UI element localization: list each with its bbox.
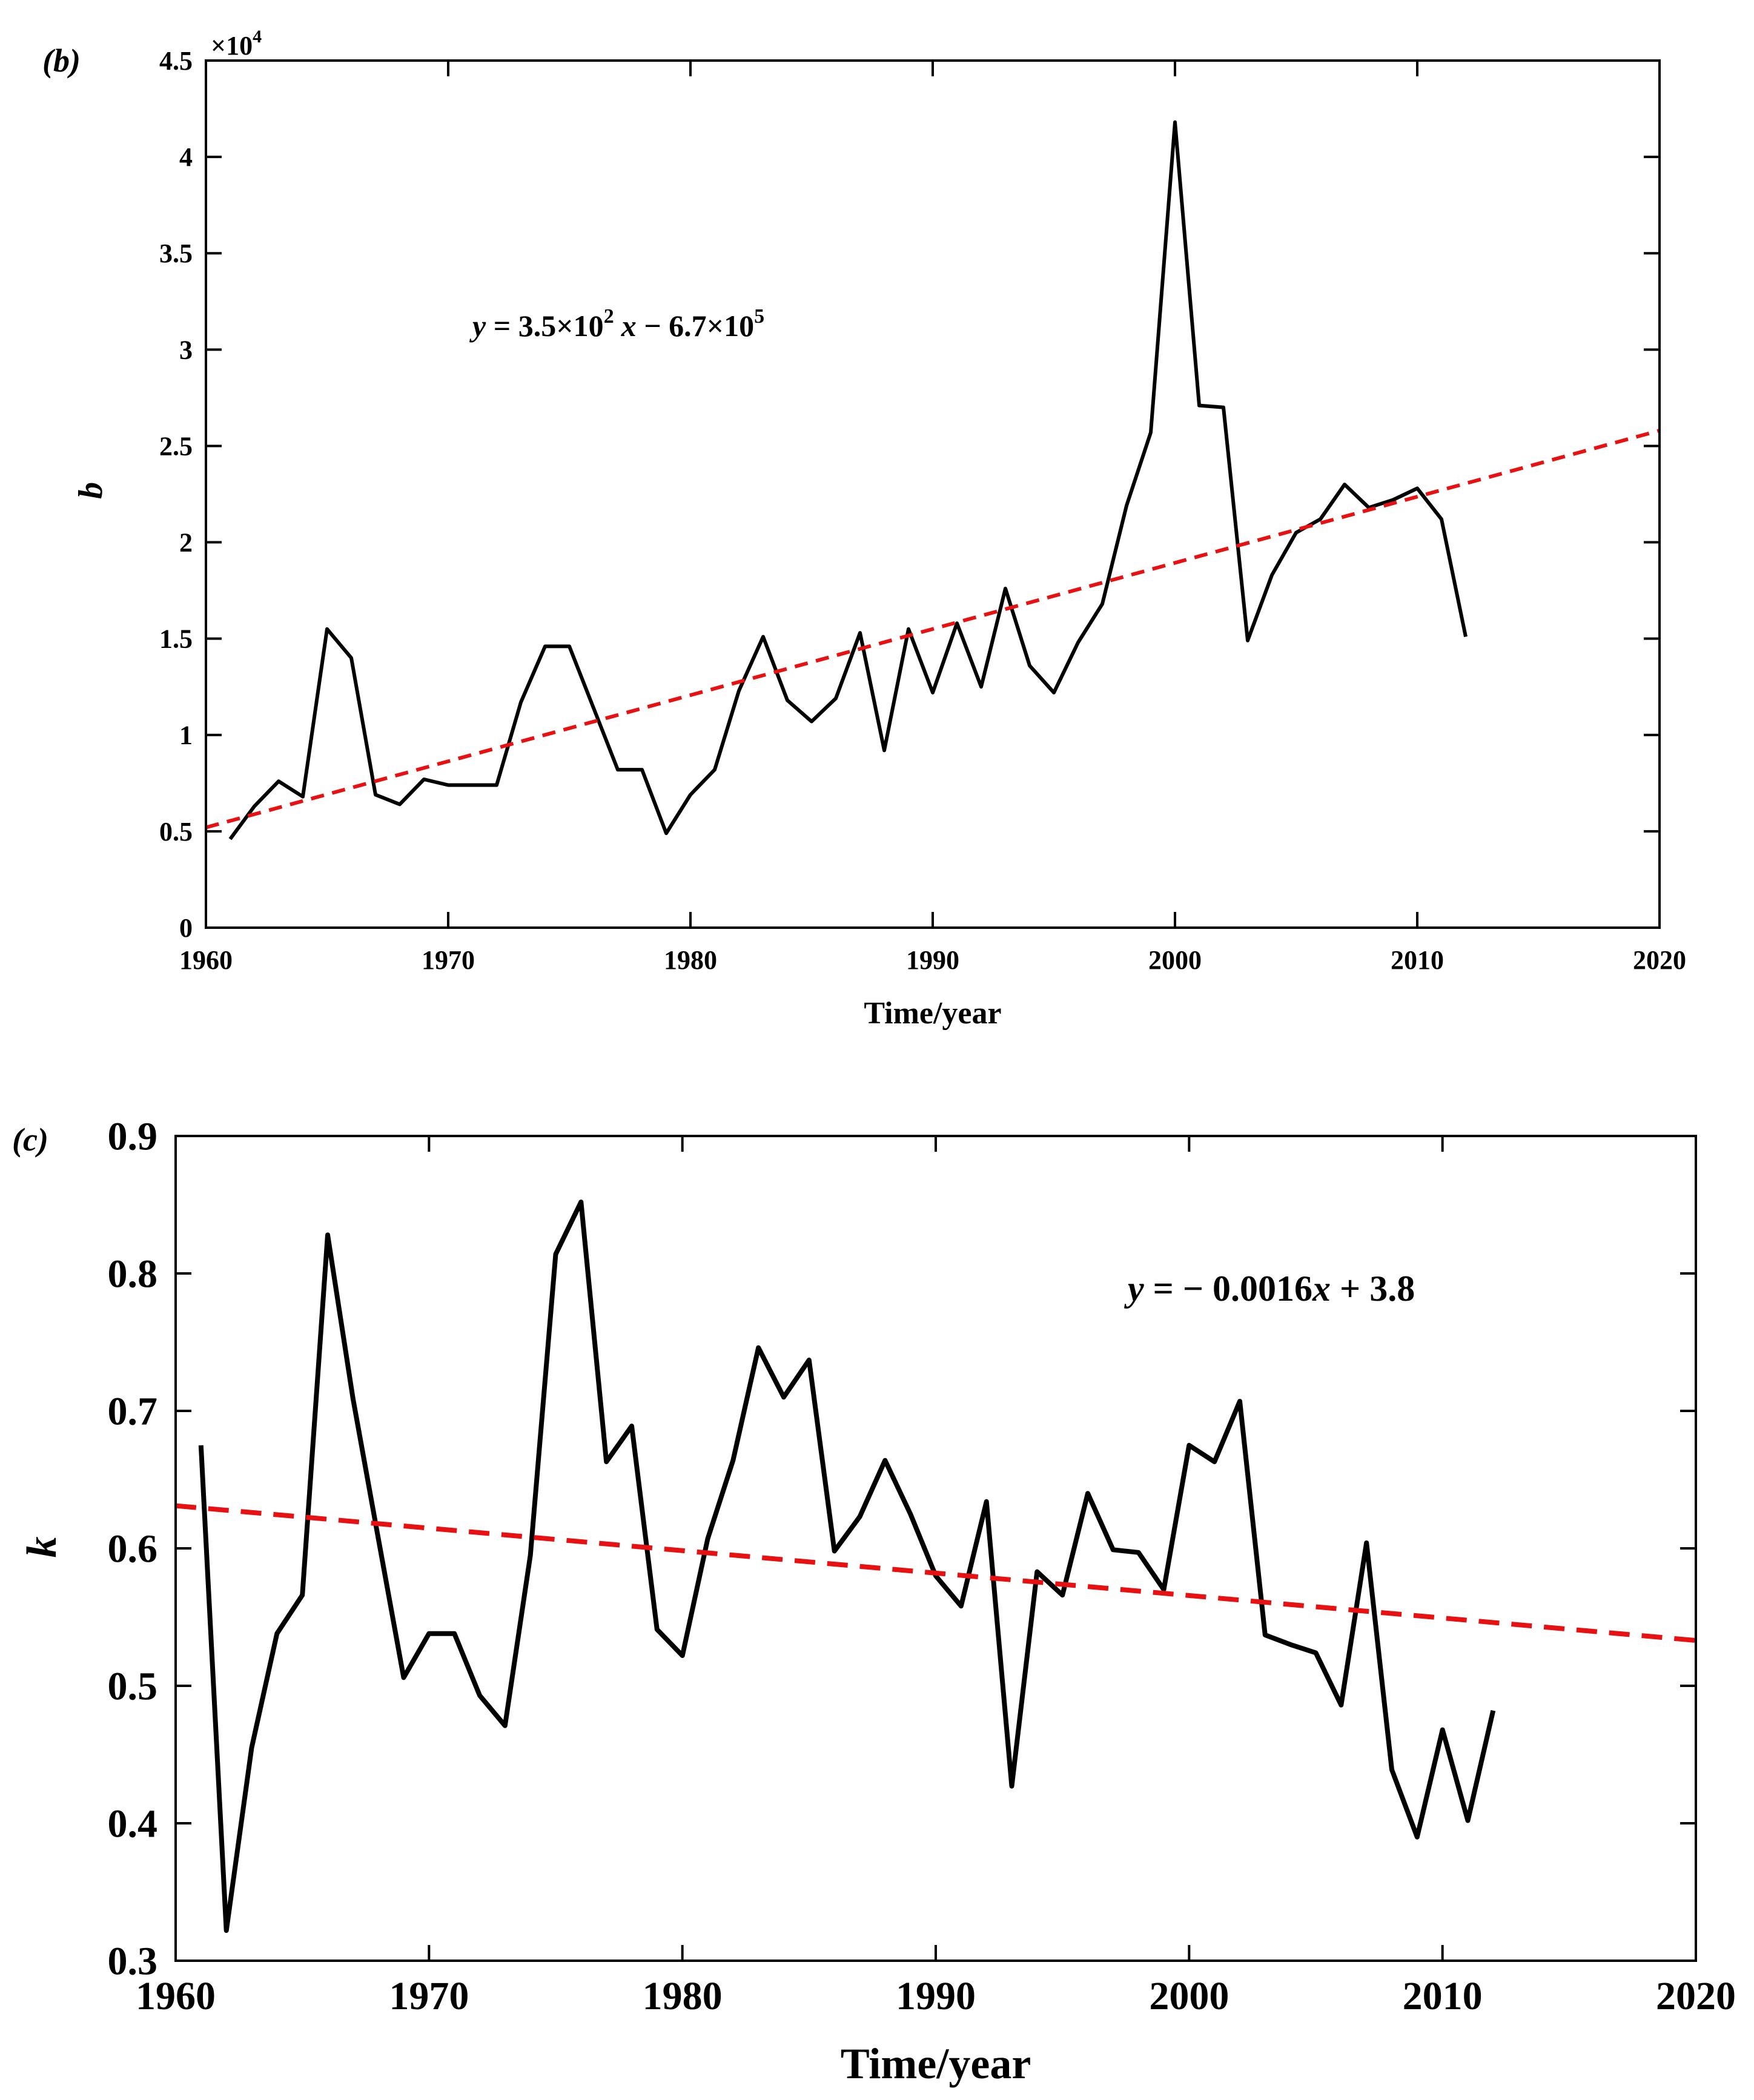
y-ticks-c: 0.3 0.4 0.5 0.6 0.7 0.8 0.9 — [108, 1114, 1696, 1983]
y-tick-label: 1 — [179, 721, 193, 750]
fit-equation-c: y = − 0.0016x + 3.8 — [1124, 1269, 1415, 1309]
x-tick-label: 1980 — [664, 945, 717, 975]
y-tick-label: 0.9 — [108, 1114, 158, 1158]
y-tick-label: 0.8 — [108, 1252, 158, 1296]
x-tick-label: 1970 — [422, 945, 475, 975]
fit-equation-b: y = 3.5×102 x − 6.7×105 — [469, 305, 764, 343]
series-line-b — [228, 120, 1468, 840]
series-line-c — [198, 1200, 1496, 1933]
panel-c-marks — [175, 1200, 1696, 1933]
x-tick-label: 2000 — [1148, 945, 1202, 975]
y-tick-label: 0.6 — [108, 1527, 158, 1571]
plot-frame-b — [205, 59, 1661, 929]
x-axis-label-c: Time/year — [841, 2039, 1031, 2088]
panel-label-c: (c) — [12, 1121, 48, 1158]
panel-label-b: (b) — [42, 42, 81, 79]
y-tick-label: 4 — [179, 142, 193, 172]
y-tick-label: 0.5 — [159, 817, 193, 847]
x-tick-label: 1960 — [136, 1974, 216, 2018]
y-axis-label-b: b — [72, 482, 110, 499]
y-tick-label: 0.4 — [108, 1801, 158, 1846]
y-tick-label: 1.5 — [159, 624, 193, 654]
y-axis-label-c: k — [19, 1537, 65, 1558]
panel-b: (b) 0 0.5 1 1.5 2 2.5 3 3.5 4 4.5 1960 1970 1980 199… — [42, 27, 1686, 1031]
panel-c: (c) 0.30.40.50.60.70.80.9 1960 1970 1980 19… — [12, 1114, 1736, 2088]
x-tick-label: 1960 — [179, 945, 233, 975]
x-tick-label: 2020 — [1656, 1974, 1736, 2018]
y-tick-label: 2 — [179, 528, 193, 558]
x-axis-label-b: Time/year — [864, 996, 1001, 1031]
y-tick-label: 0 — [179, 913, 193, 943]
panel-b-marks — [205, 120, 1660, 840]
y-tick-label: 2.5 — [159, 431, 193, 461]
x-tick-label: 1990 — [896, 1974, 976, 2018]
y-tick-label: 3 — [179, 335, 193, 365]
y-tick-label: 0.5 — [108, 1664, 158, 1708]
x-tick-label: 2020 — [1633, 945, 1686, 975]
x-tick-label: 1990 — [906, 945, 959, 975]
y-tick-label: 3.5 — [159, 239, 193, 268]
fit-line-c — [175, 1503, 1696, 1643]
x-ticks-c: 1960 1970 1980 1990 2000 2010 2020 — [136, 1136, 1736, 2018]
x-tick-label: 2000 — [1149, 1974, 1229, 2018]
y-ticks-b: 0 0.5 1 1.5 2 2.5 3 3.5 4 4.5 — [159, 46, 1660, 943]
plot-frame-c — [174, 1135, 1697, 1962]
y-exponent-b: ×104 — [211, 27, 262, 61]
x-tick-label: 1980 — [643, 1974, 723, 2018]
y-tick-label: 0.7 — [108, 1389, 158, 1433]
fit-line-b — [205, 429, 1660, 830]
x-tick-label: 1970 — [389, 1974, 469, 2018]
x-tick-label: 2010 — [1391, 945, 1444, 975]
y-tick-label: 4.5 — [159, 46, 193, 76]
y-tick-label: 0.3 — [108, 1939, 158, 1983]
x-ticks-b: 1960 1970 1980 1990 2000 2010 2020 — [179, 61, 1686, 975]
x-tick-label: 2010 — [1403, 1974, 1483, 2018]
